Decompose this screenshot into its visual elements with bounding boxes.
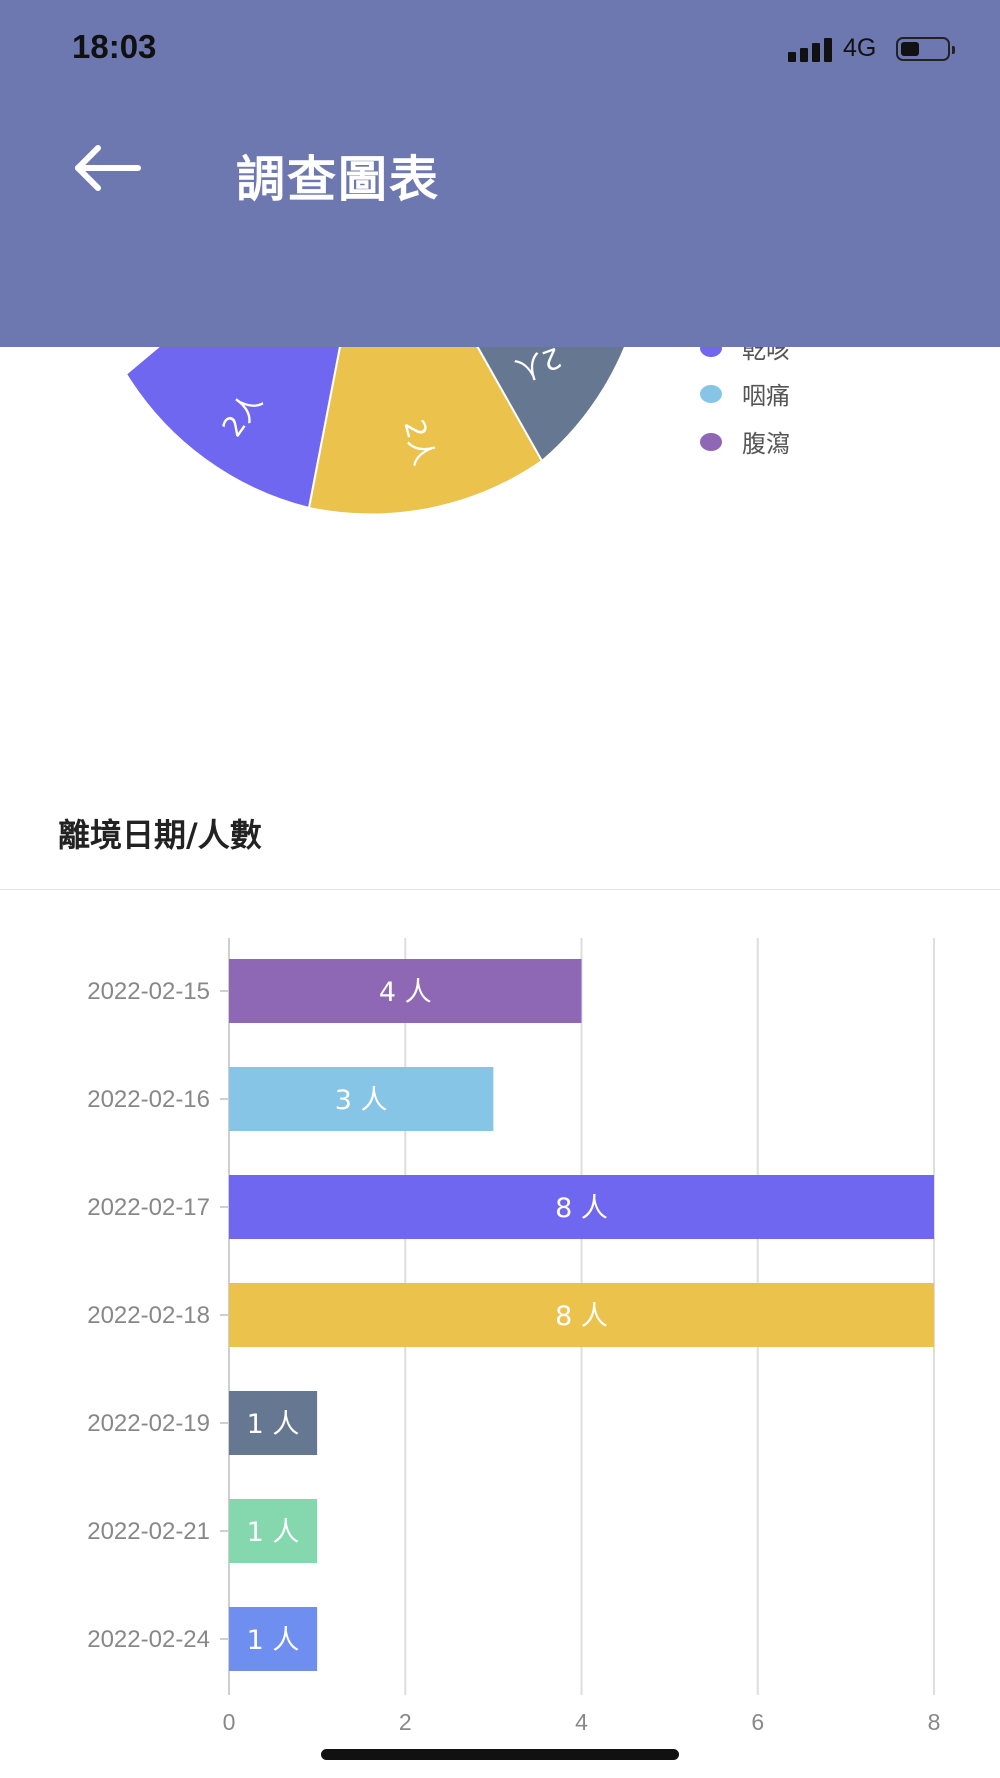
- y-tick-label: 2022-02-17: [87, 1194, 210, 1221]
- legend-label: 咽痛: [742, 382, 790, 410]
- y-tick-label: 2022-02-19: [87, 1410, 210, 1437]
- arrow-left-icon: [75, 145, 141, 191]
- page-title: 調查圖表: [236, 153, 441, 207]
- pie-slice-purple: [124, 300, 351, 510]
- legend-label: 腹瀉: [742, 430, 790, 458]
- bar-data-label: 3 人: [335, 1085, 388, 1116]
- x-tick-label: 6: [751, 1709, 764, 1735]
- bar-data-label: 1 人: [247, 1517, 300, 1548]
- bar-data-label: 8 人: [555, 1193, 608, 1224]
- y-tick-label: 2022-02-18: [87, 1302, 210, 1329]
- bar: [229, 1067, 494, 1131]
- legend-dot: [700, 384, 722, 403]
- x-tick-label: 2: [399, 1709, 412, 1735]
- bar-data-label: 1 人: [247, 1409, 300, 1440]
- bar: [229, 959, 582, 1023]
- bar: [229, 1175, 934, 1239]
- bar: [229, 1499, 318, 1563]
- bar-data-label: 1 人: [247, 1625, 300, 1656]
- divider: [0, 889, 1000, 890]
- status-time: 18:03: [72, 28, 157, 65]
- y-tick-label: 2022-02-16: [87, 1086, 210, 1113]
- legend-dot: [700, 432, 722, 451]
- back-button[interactable]: [70, 140, 144, 196]
- y-tick-label: 2022-02-21: [87, 1518, 210, 1545]
- signal-icon: [788, 38, 832, 62]
- bar-data-label: 4 人: [379, 977, 432, 1008]
- departure-date-bar-chart: 0 2 4 6 8 2022-02-15 4 人 2022-02-16 3 人 2022-02-1…: [87, 938, 941, 1735]
- y-tick-label: 2022-02-24: [87, 1626, 210, 1653]
- battery-icon: [896, 37, 955, 61]
- bar: [229, 1607, 318, 1671]
- legend-item[interactable]: 咽痛: [700, 376, 790, 411]
- symptom-pie-chart: 2人 2人 2人: [124, 300, 642, 516]
- network-type: 4G: [843, 34, 877, 62]
- bar: [229, 1391, 318, 1455]
- bar: [229, 1283, 934, 1347]
- section-title: 離境日期/人數: [58, 816, 262, 854]
- app-header: 18:03 4G 調查圖表: [0, 0, 1000, 347]
- home-indicator: [321, 1749, 679, 1760]
- pie-slice-yellow: [307, 300, 544, 516]
- bar-data-label: 8 人: [555, 1301, 608, 1332]
- x-tick-label: 0: [223, 1709, 236, 1735]
- x-tick-label: 4: [575, 1709, 588, 1735]
- legend-item[interactable]: 腹瀉: [700, 424, 790, 459]
- x-tick-label: 8: [928, 1709, 941, 1735]
- y-tick-label: 2022-02-15: [87, 978, 210, 1005]
